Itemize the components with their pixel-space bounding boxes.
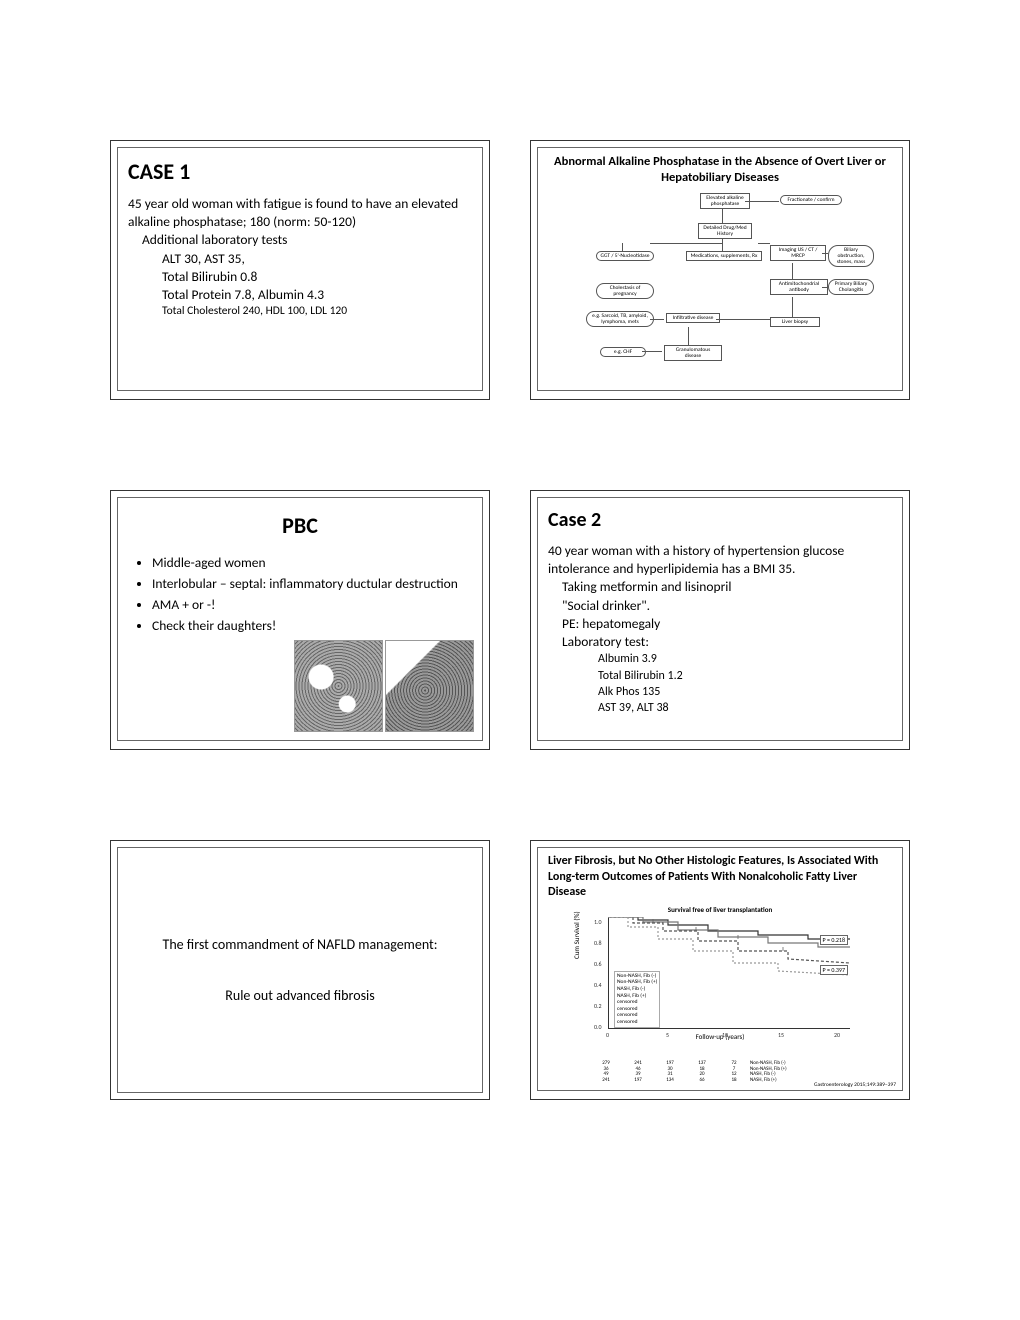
case2-title: Case 2 [548, 508, 892, 532]
pbc-b4: Check their daughters! [152, 616, 282, 637]
km-xtick: 0 [606, 1031, 609, 1039]
fc-node: Fractionate / confirm [780, 195, 842, 205]
case1-p1: 45 year old woman with fatigue is found … [128, 195, 472, 231]
fc-node: Biliary obstruction, stones, mass [828, 245, 874, 267]
fc-node: Elevated alkaline phosphatase [700, 193, 750, 209]
fc-node: Primary Biliary Cholangitis [828, 279, 874, 295]
km-chart: Survival free of liver transplantation C… [570, 909, 870, 1059]
slide-flowchart: Abnormal Alkaline Phosphatase in the Abs… [530, 140, 910, 400]
case2-tbili: Total Bilirubin 1.2 [548, 668, 892, 684]
km-citation: Gastroenterology 2015;149:389–397 [814, 1082, 896, 1088]
slide-km: Liver Fibrosis, but No Other Histologic … [530, 840, 910, 1100]
case1-chol: Total Cholesterol 240, HDL 100, LDL 120 [128, 304, 472, 320]
case2-pe: PE: hepatomegaly [548, 615, 892, 633]
km-ytick: 1.0 [594, 918, 602, 926]
km-ytick: 0.6 [594, 960, 602, 968]
km-ylabel: Cum Survival (%) [572, 911, 581, 959]
flowchart-diagram: Elevated alkaline phosphatase Fractionat… [570, 193, 870, 373]
fc-node: GGT / 5'-Nucleotidase [596, 251, 654, 261]
pbc-b2: Interlobular – septal: inflammatory duct… [152, 574, 472, 595]
slide-nafld-commandment: The first commandment of NAFLD managemen… [110, 840, 490, 1100]
km-ytick: 0.0 [594, 1023, 602, 1031]
pbc-b3: AMA + or -! [152, 595, 472, 616]
fc-node: Antimitochondrial antibody [770, 279, 828, 295]
histology-panel-right [385, 640, 474, 732]
fc-node: Granulomatous disease [664, 345, 722, 361]
pbc-b1: Middle-aged women [152, 553, 472, 574]
km-title: Liver Fibrosis, but No Other Histologic … [544, 852, 896, 903]
km-p2: P = 0.397 [820, 965, 848, 975]
slide-case2: Case 2 40 year woman with a history of h… [530, 490, 910, 750]
km-xtick: 10 [722, 1031, 728, 1039]
km-ytick: 0.2 [594, 1002, 602, 1010]
case2-labhdr: Laboratory test: [548, 633, 892, 651]
km-xtick: 15 [778, 1031, 784, 1039]
km-ytick: 0.4 [594, 981, 602, 989]
nafld-line1: The first commandment of NAFLD managemen… [163, 936, 438, 953]
case1-title: CASE 1 [128, 158, 472, 185]
histology-image [294, 640, 474, 732]
pbc-bullets: Middle-aged women Interlobular – septal:… [128, 553, 472, 637]
fc-node: Imaging US / CT / MRCP [770, 245, 826, 261]
case2-alb: Albumin 3.9 [548, 651, 892, 667]
km-p1: P = 0.218 [820, 935, 848, 945]
case1-addl: Additional laboratory tests [128, 231, 472, 249]
slide-case1: CASE 1 45 year old woman with fatigue is… [110, 140, 490, 400]
km-risk-table: 279 241 197 137 72 Non-NASH, Fib (-) 36 … [590, 1061, 896, 1084]
case1-bili: Total Bilirubin 0.8 [128, 268, 472, 286]
fc-node: e.g. CHF [600, 347, 646, 357]
case1-alt: ALT 30, AST 35, [128, 250, 472, 268]
histology-panel-left [294, 640, 383, 732]
case2-meds: Taking metformin and lisinopril [548, 578, 892, 596]
km-xlabel: Follow-up (years) [570, 1032, 870, 1041]
fc-node: Infiltrative disease [666, 313, 720, 323]
case2-ast: AST 39, ALT 38 [548, 700, 892, 716]
flowchart-title: Abnormal Alkaline Phosphatase in the Abs… [544, 152, 896, 187]
case2-social: "Social drinker". [548, 597, 892, 615]
slide-grid: CASE 1 45 year old woman with fatigue is… [0, 0, 1020, 1160]
case2-p1: 40 year woman with a history of hyperten… [548, 542, 892, 578]
fc-node: Detailed Drug/Med History [698, 223, 752, 239]
case2-alp: Alk Phos 135 [548, 684, 892, 700]
case1-prot: Total Protein 7.8, Albumin 4.3 [128, 286, 472, 304]
nafld-line2: Rule out advanced fibrosis [225, 987, 375, 1004]
km-ytick: 0.8 [594, 939, 602, 947]
km-legend: Non-NASH, Fib (-) Non-NASH, Fib (+) NASH… [614, 971, 660, 1028]
fc-node: Cholestasis of pregnancy [596, 283, 654, 299]
km-chart-title: Survival free of liver transplantation [570, 905, 870, 914]
fc-node: Medications, supplements, Rx [686, 251, 762, 261]
fc-node: e.g. Sarcoid, TB, amyloid, lymphoma, met… [586, 311, 654, 327]
km-xtick: 5 [666, 1031, 669, 1039]
pbc-title: PBC [128, 512, 472, 539]
km-xtick: 20 [834, 1031, 840, 1039]
fc-node: Liver biopsy [770, 317, 820, 327]
slide-pbc: PBC Middle-aged women Interlobular – sep… [110, 490, 490, 750]
